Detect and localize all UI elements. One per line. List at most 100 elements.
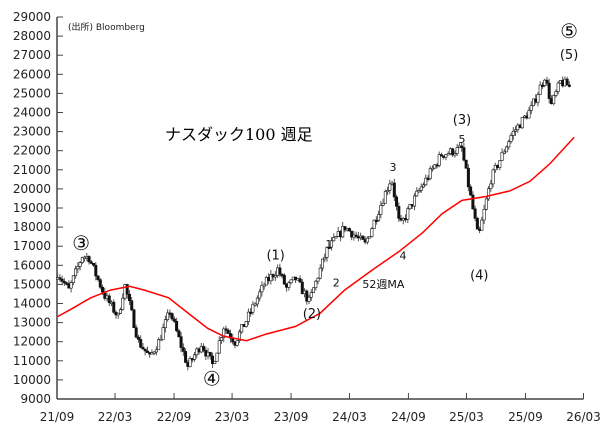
x-tick-label: 21/09	[40, 410, 75, 424]
candle-body	[118, 309, 122, 314]
y-tick-label: 20000	[13, 182, 51, 196]
x-tick-label: 25/03	[449, 410, 484, 424]
candle-body	[101, 286, 105, 293]
candle-body	[487, 188, 491, 200]
candle-body	[69, 282, 73, 289]
candle-body	[379, 204, 383, 215]
x-tick-label: 24/03	[332, 410, 367, 424]
candle-body	[529, 105, 533, 111]
candle-body	[154, 349, 158, 353]
candle-body	[397, 205, 401, 219]
y-tick-label: 28000	[13, 29, 51, 43]
candle-body	[172, 318, 176, 322]
candle-body	[235, 340, 239, 346]
annotation-label: (4)	[470, 269, 488, 284]
candle-body	[377, 214, 381, 221]
candle-body	[273, 275, 277, 278]
candle-body	[509, 135, 513, 142]
candle-body	[540, 84, 544, 87]
candle-body	[329, 240, 333, 248]
candle-body	[240, 324, 244, 333]
candle-body	[226, 329, 230, 334]
candle-body	[332, 237, 336, 242]
y-tick-label: 11000	[13, 354, 51, 368]
candle-body	[471, 194, 475, 210]
candle-body	[365, 237, 369, 243]
candle-body	[244, 321, 248, 327]
candle-body	[415, 190, 419, 197]
candle-body	[430, 167, 434, 170]
candle-body	[325, 246, 329, 258]
candle-body	[282, 274, 286, 285]
candle-body	[318, 267, 322, 279]
candle-body	[347, 228, 351, 232]
candle-body	[94, 264, 98, 277]
y-tick-label: 21000	[13, 163, 51, 177]
annotation-label: ④	[203, 367, 221, 391]
candle-body	[388, 183, 392, 191]
candle-body	[514, 129, 518, 132]
ma-52-week-line	[56, 136, 575, 342]
candle-body	[294, 276, 298, 280]
candle-body	[316, 277, 320, 282]
candle-body	[127, 293, 131, 302]
candle-body	[74, 268, 78, 277]
candle-body	[455, 147, 459, 154]
y-tick-label: 26000	[13, 67, 51, 81]
y-tick-label: 17000	[13, 239, 51, 253]
candle-body	[161, 327, 165, 340]
candle-body	[502, 151, 506, 154]
candle-body	[395, 196, 399, 207]
candle-body	[484, 198, 488, 210]
annotation-label: (2)	[303, 307, 321, 322]
x-tick-label: 23/09	[274, 410, 309, 424]
x-tick-label: 23/03	[215, 410, 250, 424]
candle-body	[464, 159, 468, 169]
candle-body	[289, 279, 293, 284]
candle-body	[60, 278, 64, 282]
candle-body	[305, 290, 309, 302]
candle-body	[166, 312, 170, 321]
candle-body	[217, 340, 221, 354]
candle-body	[374, 219, 378, 222]
candle-body	[489, 183, 493, 190]
candle-body	[300, 281, 304, 295]
candle-body	[372, 219, 376, 229]
candle-body	[141, 346, 145, 350]
candle-body	[222, 328, 226, 338]
candle-body	[428, 168, 432, 180]
candle-body	[177, 330, 181, 337]
candle-body	[80, 257, 84, 264]
annotation-label: 52週MA	[362, 278, 404, 291]
candle-body	[211, 355, 215, 364]
candle-body	[505, 146, 509, 153]
y-tick-label: 10000	[13, 373, 51, 387]
candle-body	[421, 184, 425, 188]
candle-body	[143, 348, 147, 352]
y-tick-label: 22000	[13, 144, 51, 158]
annotation-label: (3)	[453, 113, 471, 128]
candle-body	[125, 284, 129, 295]
candle-body	[175, 320, 179, 332]
y-tick-label: 12000	[13, 335, 51, 349]
candle-body	[370, 228, 374, 237]
candle-body	[545, 79, 549, 84]
candle-body	[179, 336, 183, 348]
candle-body	[255, 297, 259, 305]
candle-body	[392, 182, 396, 198]
candle-body	[314, 280, 318, 289]
candle-body	[386, 190, 390, 193]
candle-body	[419, 186, 423, 191]
annotation-label: 4	[399, 250, 406, 263]
annotation-label: 2	[333, 276, 340, 289]
y-tick-label: 29000	[13, 10, 51, 24]
x-tick-label: 22/03	[98, 410, 133, 424]
candle-body	[62, 281, 66, 284]
candle-body	[350, 230, 354, 238]
candle-body	[134, 327, 138, 338]
candle-body	[71, 275, 75, 283]
candle-body	[413, 195, 417, 207]
candle-body	[312, 287, 316, 293]
candle-body	[475, 218, 479, 230]
